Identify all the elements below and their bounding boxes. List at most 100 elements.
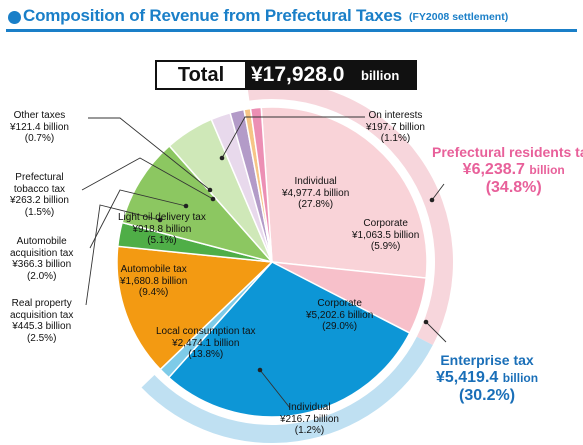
group-value-unit: billion xyxy=(529,163,565,177)
label-on-interests: On interests ¥197.7 billion (1.1%) xyxy=(366,110,425,145)
label-line: (1.2%) xyxy=(294,425,325,436)
label-line: acquisition tax xyxy=(10,247,74,259)
leader-dot-residents xyxy=(429,197,435,203)
leader-auto-acq xyxy=(89,189,187,249)
label-line: ¥366.3 billion xyxy=(12,259,72,270)
pie-slice-local-consumption xyxy=(116,245,274,371)
label-line: Prefectural xyxy=(15,172,64,183)
group-value-unit: billion xyxy=(502,371,539,385)
leader-dot-auto-acq xyxy=(183,203,189,209)
leader-ent-individual xyxy=(259,369,291,409)
label-line: ¥216.7 billion xyxy=(280,413,339,425)
leader-tobacco xyxy=(81,157,214,200)
label-local-consumption-tax: Local consumption tax ¥2,474.1 billion (… xyxy=(156,326,256,361)
leader-residents xyxy=(431,183,445,201)
total-value-box: ¥17,928.0 billion xyxy=(245,62,415,88)
label-line: (9.4%) xyxy=(138,287,169,298)
title-underline xyxy=(6,29,577,32)
total-unit: billion xyxy=(361,68,400,83)
leader-dot-ent-individual xyxy=(257,367,263,373)
label-line: Individual xyxy=(288,402,331,413)
group-ring-enterprise xyxy=(141,336,433,443)
label-line: tobacco tax xyxy=(13,183,66,195)
label-line: ¥263.2 billion xyxy=(10,195,69,206)
label-line: ¥197.7 billion xyxy=(366,121,425,133)
label-line: On interests xyxy=(368,110,423,121)
group-value-amount: ¥5,419.4 xyxy=(436,369,499,386)
group-label-residents: Prefectural residents tax ¥6,238.7 billi… xyxy=(432,144,583,197)
group-label-enterprise: Enterprise tax ¥5,419.4 billion (30.2%) xyxy=(436,352,538,405)
group-rings xyxy=(141,81,453,443)
label-line: Automobile xyxy=(16,236,67,247)
label-enterprise-corporate: Corporate ¥5,202.6 billion (29.0%) xyxy=(306,298,373,333)
group-value: ¥6,238.7 billion xyxy=(432,161,583,179)
label-line: Individual xyxy=(294,176,337,187)
title-bullet xyxy=(8,11,21,24)
label-residents-individual: Individual ¥4,977.4 billion (27.8%) xyxy=(282,176,349,211)
label-line: (2.0%) xyxy=(26,270,57,282)
label-tobacco-tax: Prefectural tobacco tax ¥263.2 billion (… xyxy=(10,172,69,218)
label-line: (27.8%) xyxy=(298,199,334,210)
label-line: Local consumption tax xyxy=(156,326,256,337)
pie-slices xyxy=(116,106,428,418)
pie-slice-ent-corporate xyxy=(167,261,411,418)
label-line: ¥5,202.6 billion xyxy=(306,309,374,321)
label-line: acquisition tax xyxy=(10,309,74,321)
label-automobile-acquisition-tax: Automobile acquisition tax ¥366.3 billio… xyxy=(10,236,73,282)
label-line: (5.9%) xyxy=(370,241,401,252)
label-real-property-tax: Real property acquisition tax ¥445.3 bil… xyxy=(10,298,73,344)
total-box: Total ¥17,928.0 billion xyxy=(155,60,417,90)
label-line: (13.8%) xyxy=(188,349,224,360)
label-automobile-tax: Automobile tax ¥1,680.8 billion (9.4%) xyxy=(120,264,187,299)
label-line: (0.7%) xyxy=(24,133,55,144)
leader-dot-interests xyxy=(219,155,225,161)
label-enterprise-individual: Individual ¥216.7 billion (1.2%) xyxy=(280,402,339,437)
chart-subtitle: (FY2008 settlement) xyxy=(409,11,509,23)
label-line: ¥4,977.4 billion xyxy=(282,187,350,199)
label-light-oil-tax: Light oil delivery tax ¥918.8 billion (5… xyxy=(118,212,206,247)
label-line: (1.1%) xyxy=(380,133,411,144)
label-line: Automobile tax xyxy=(120,264,187,275)
label-line: Corporate xyxy=(317,298,362,309)
leader-lines xyxy=(81,116,447,409)
group-percent: (30.2%) xyxy=(459,387,516,404)
pie-slice-automobile xyxy=(121,144,275,264)
group-name: Enterprise tax xyxy=(440,352,534,368)
label-line: (29.0%) xyxy=(322,321,358,332)
leader-real-property xyxy=(85,204,161,306)
label-line: ¥121.4 billion xyxy=(10,121,69,133)
label-line: Other taxes xyxy=(13,110,66,121)
pie-slice-interests xyxy=(249,106,273,263)
group-value: ¥5,419.4 billion xyxy=(436,369,538,387)
chart-title: Composition of Revenue from Prefectural … xyxy=(23,6,402,25)
label-line: Real property xyxy=(11,298,72,309)
total-value: ¥17,928.0 xyxy=(251,63,345,86)
title-bar: Composition of Revenue from Prefectural … xyxy=(6,5,577,33)
label-line: ¥2,474.1 billion xyxy=(172,337,240,349)
label-line: ¥1,680.8 billion xyxy=(120,275,188,287)
label-line: Light oil delivery tax xyxy=(118,212,206,223)
label-line: (1.5%) xyxy=(24,206,55,218)
label-line: ¥1,063.5 billion xyxy=(352,229,420,241)
leader-dot-enterprise xyxy=(423,319,429,325)
pie-slice-res-individual xyxy=(260,106,428,279)
leader-dot-other xyxy=(207,187,213,193)
leader-interests xyxy=(221,116,365,159)
leader-other xyxy=(88,117,211,191)
label-line: ¥445.3 billion xyxy=(12,321,72,332)
label-line: (2.5%) xyxy=(26,332,57,344)
leader-dot-real-property xyxy=(157,217,163,223)
group-ring-residents xyxy=(246,81,453,346)
label-other-taxes: Other taxes ¥121.4 billion (0.7%) xyxy=(10,110,69,145)
label-line: (5.1%) xyxy=(147,235,177,246)
leader-enterprise xyxy=(425,321,447,343)
group-percent: (34.8%) xyxy=(485,179,542,196)
total-label: Total xyxy=(177,64,225,86)
group-value-amount: ¥6,238.7 xyxy=(462,161,525,178)
label-line: Corporate xyxy=(363,218,408,229)
leader-dot-tobacco xyxy=(210,196,216,202)
label-residents-corporate: Corporate ¥1,063.5 billion (5.9%) xyxy=(352,218,419,253)
label-line: ¥918.8 billion xyxy=(132,223,192,235)
